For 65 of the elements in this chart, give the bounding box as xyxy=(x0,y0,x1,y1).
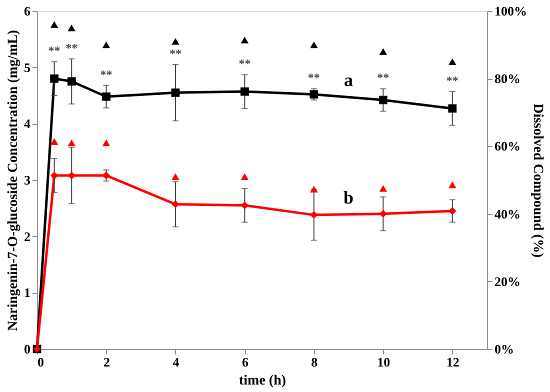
point xyxy=(68,139,76,146)
annotation: ** xyxy=(100,67,112,82)
point xyxy=(240,173,249,180)
y-tick-label: 5 xyxy=(24,60,31,75)
y2-tick-label: 100% xyxy=(494,4,527,18)
y-tick-label: 6 xyxy=(24,4,31,18)
point xyxy=(172,173,180,180)
point xyxy=(378,96,388,104)
y2-tick-label: 0% xyxy=(494,342,514,356)
y-tick-label: 0 xyxy=(24,342,30,356)
point xyxy=(448,104,457,113)
point xyxy=(171,88,180,97)
point xyxy=(50,21,58,28)
y2-tick-label: 40% xyxy=(494,206,520,222)
y-tick-label: 2 xyxy=(24,228,30,244)
point xyxy=(102,92,110,101)
point xyxy=(240,36,249,44)
point xyxy=(68,172,76,180)
series-label: a xyxy=(344,70,354,90)
y2-tick-label: 80% xyxy=(494,71,520,86)
y-tick-label: 1 xyxy=(24,285,30,300)
y-axis-title: Naringenin-7-O-glucoside Concentration (mg/mL) xyxy=(6,30,21,331)
x-tick-label: 8 xyxy=(311,354,318,370)
x-tick-label: 10 xyxy=(377,354,390,370)
point xyxy=(448,181,456,188)
point xyxy=(310,211,318,219)
point xyxy=(50,74,58,83)
point xyxy=(240,201,249,210)
point xyxy=(50,138,58,145)
point xyxy=(102,172,110,180)
point xyxy=(379,185,388,192)
x-axis-title: time (h) xyxy=(238,374,286,388)
point xyxy=(240,87,249,96)
point xyxy=(172,38,180,45)
annotation: ** xyxy=(48,44,60,58)
point xyxy=(310,41,318,48)
point xyxy=(50,172,58,180)
series-label: b xyxy=(344,187,354,208)
y-tick-label: 4 xyxy=(24,116,31,132)
annotation: ** xyxy=(66,40,78,55)
point xyxy=(102,139,110,146)
point xyxy=(448,58,456,66)
point xyxy=(310,186,318,192)
y-tick-label: 3 xyxy=(24,172,31,188)
point xyxy=(310,90,318,99)
x-tick-label: 2 xyxy=(103,354,110,370)
x-tick-label: 6 xyxy=(242,354,249,370)
y2-tick-label: 60% xyxy=(494,138,520,154)
point xyxy=(67,77,76,86)
point xyxy=(379,210,388,218)
x-tick-label: 0 xyxy=(38,354,44,370)
point xyxy=(448,207,456,215)
point xyxy=(172,200,180,208)
point xyxy=(379,48,388,55)
annotation: ** xyxy=(308,70,320,85)
annotation: ** xyxy=(169,46,182,61)
x-tick-label: 4 xyxy=(172,354,180,370)
annotation: ** xyxy=(446,74,458,88)
point xyxy=(68,24,76,32)
x-tick-label: 12 xyxy=(446,354,460,370)
annotation: ** xyxy=(377,70,390,85)
point xyxy=(102,41,110,48)
y2-tick-label: 20% xyxy=(494,274,520,289)
y2-axis-title: Dissolved Compound (%) xyxy=(530,103,545,258)
annotation: ** xyxy=(238,56,251,71)
